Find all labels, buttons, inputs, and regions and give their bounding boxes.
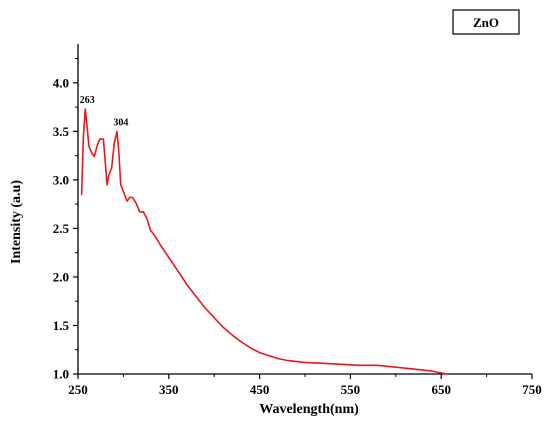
x-tick-label: 450 [250, 382, 270, 397]
y-axis-label: Intensity (a.u) [9, 180, 24, 264]
y-tick-label: 1.5 [53, 318, 70, 333]
y-tick-label: 3.5 [53, 124, 70, 139]
legend-frame [452, 9, 520, 35]
x-tick-label: 250 [68, 382, 88, 397]
legend: ZnO [452, 9, 520, 35]
legend-entry-zno: ZnO [473, 15, 499, 30]
peak-label: 304 [113, 117, 128, 128]
x-tick-label: 650 [431, 382, 451, 397]
y-tick-label: 4.0 [53, 75, 69, 90]
series-line-zno [80, 108, 448, 375]
y-tick-label: 3.0 [53, 172, 69, 187]
tick-marks [73, 58, 533, 379]
peak-label: 263 [80, 95, 95, 106]
y-tick-label: 2.0 [53, 269, 69, 284]
x-tick-label: 550 [341, 382, 361, 397]
axes [77, 44, 532, 375]
x-axis-label: Wavelength(nm) [259, 402, 359, 417]
annotations: 263 304 [80, 95, 129, 128]
x-tick-label: 750 [522, 382, 542, 397]
y-tick-label: 2.5 [53, 221, 70, 236]
x-tick-label: 350 [159, 382, 179, 397]
y-tick-label: 1.0 [53, 367, 69, 382]
series-layer [80, 108, 448, 375]
tick-labels: 250 350 450 550 650 750 1.0 1.5 2.0 2.5 3.0 3.5 4.0 [53, 75, 542, 397]
